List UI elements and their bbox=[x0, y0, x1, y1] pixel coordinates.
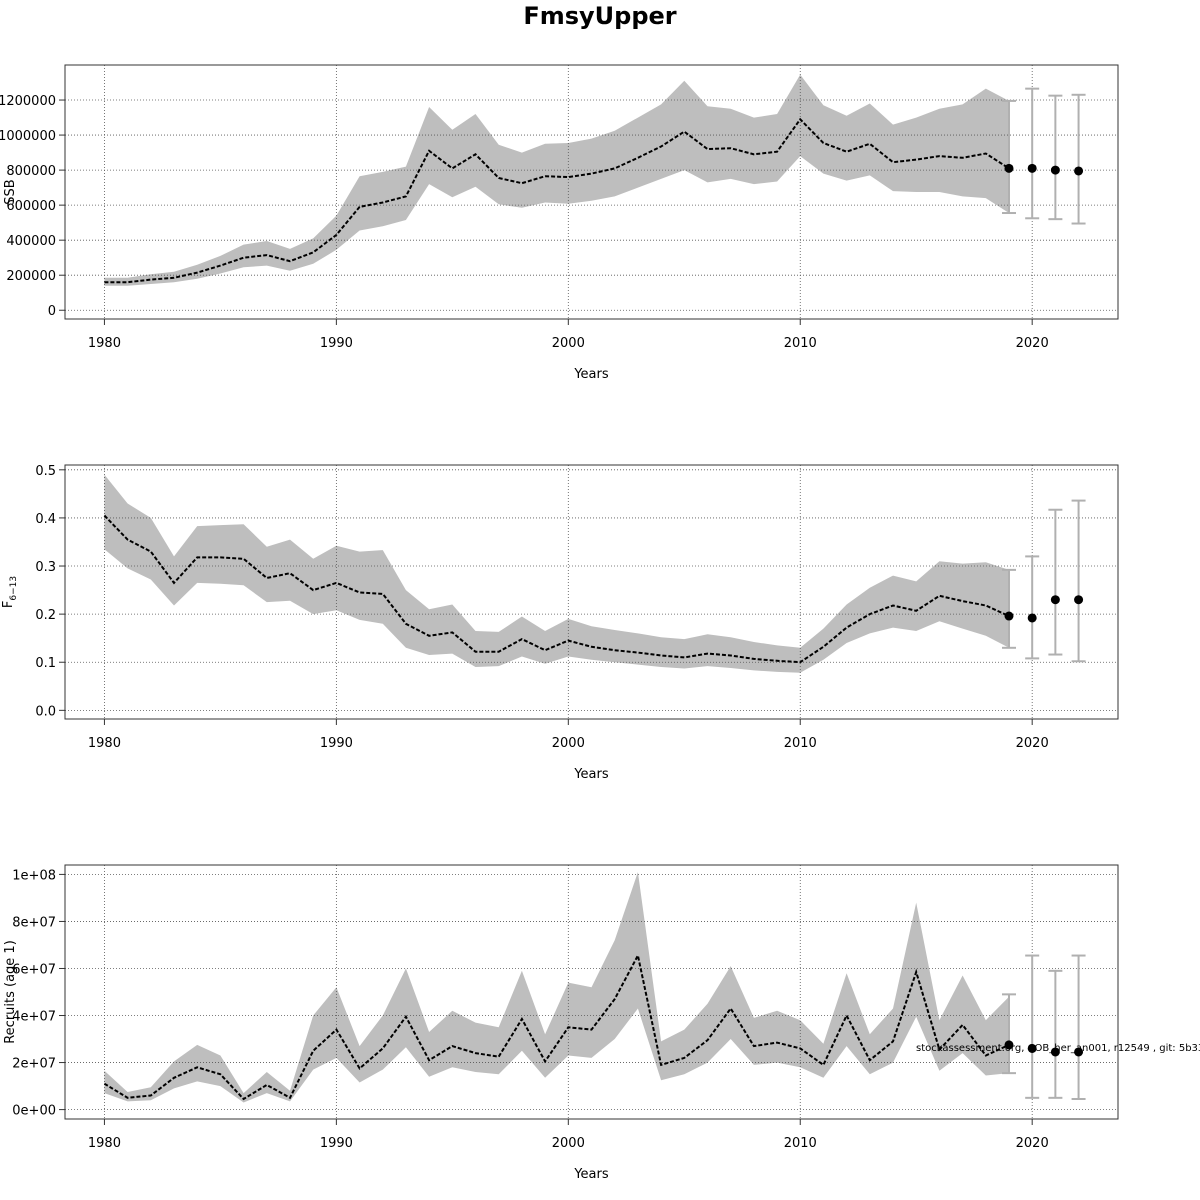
forecast-point bbox=[1004, 1040, 1014, 1050]
x-tick-label: 2020 bbox=[1016, 336, 1049, 351]
ssb-panel: 1980 1990 2000 2010 2020 0 200000 400000 600000 8… bbox=[0, 64, 1119, 382]
x-axis-label: Years bbox=[573, 767, 609, 782]
forecast-point bbox=[1004, 163, 1014, 173]
forecast-point bbox=[1074, 1047, 1084, 1057]
y-tick-label: 0.3 bbox=[35, 560, 56, 575]
y-axis-label: Recruits (age 1) bbox=[3, 940, 18, 1044]
forecast-point bbox=[1027, 613, 1037, 623]
y-axis-label: SSB bbox=[3, 179, 18, 204]
y-tick-label: 6e+07 bbox=[12, 962, 56, 977]
x-tick-label: 2000 bbox=[552, 736, 585, 751]
y-tick-label: 0.0 bbox=[35, 704, 56, 719]
y-tick-label: 0 bbox=[48, 304, 56, 319]
y-tick-label: 2e+07 bbox=[12, 1057, 56, 1072]
forecast-point bbox=[1027, 1043, 1037, 1053]
x-tick-label: 2010 bbox=[784, 1136, 817, 1151]
y-tick-label: 4e+07 bbox=[12, 1010, 56, 1025]
forecast-point bbox=[1050, 595, 1060, 605]
y-tick-label: 0.1 bbox=[35, 656, 56, 671]
x-tick-label: 1980 bbox=[88, 736, 121, 751]
y-axis-label-subscript: 6−13 bbox=[9, 576, 19, 601]
x-tick-label: 1990 bbox=[320, 336, 353, 351]
fishing-mortality-panel: 1980 1990 2000 2010 2020 0.0 0.1 0.2 0.3 0.4 0.5 Ye… bbox=[1, 464, 1119, 782]
x-tick-label: 2020 bbox=[1016, 1136, 1049, 1151]
y-tick-label: 600000 bbox=[6, 199, 56, 214]
x-axis-label: Years bbox=[573, 1167, 609, 1182]
forecast-point bbox=[1004, 611, 1014, 621]
x-tick-label: 2010 bbox=[784, 736, 817, 751]
y-tick-label: 0.5 bbox=[35, 464, 56, 479]
x-axis-label: Years bbox=[573, 367, 609, 382]
forecast-point bbox=[1074, 595, 1084, 605]
y-tick-label: 400000 bbox=[6, 234, 56, 249]
x-tick-label: 1980 bbox=[88, 336, 121, 351]
forecast-point bbox=[1050, 1047, 1060, 1057]
y-tick-label: 0.2 bbox=[35, 608, 56, 623]
confidence-band bbox=[104, 74, 1009, 286]
x-tick-label: 2000 bbox=[552, 336, 585, 351]
y-tick-label: 0.4 bbox=[35, 512, 56, 527]
plot-frame bbox=[64, 64, 1119, 320]
y-tick-label: 1200000 bbox=[0, 94, 56, 109]
y-tick-label: 8e+07 bbox=[12, 915, 56, 930]
y-tick-label: 0e+00 bbox=[12, 1104, 56, 1119]
estimate-line bbox=[103, 952, 1010, 1101]
footnote-text: stockassessment.org, COB_her_an001, r125… bbox=[916, 1043, 1200, 1054]
y-tick-label: 1e+08 bbox=[12, 868, 56, 883]
plot-frame bbox=[64, 464, 1119, 720]
x-tick-label: 2000 bbox=[552, 1136, 585, 1151]
forecast-point bbox=[1027, 163, 1037, 173]
figure-title: FmsyUpper bbox=[523, 2, 676, 30]
estimate-line bbox=[103, 514, 1010, 664]
x-tick-label: 2020 bbox=[1016, 736, 1049, 751]
plot-frame bbox=[64, 864, 1119, 1120]
recruits-panel: 1980 1990 2000 2010 2020 0e+00 2e+07 4e+07 6e+07… bbox=[3, 864, 1200, 1182]
forecast-point bbox=[1050, 165, 1060, 175]
y-tick-label: 1000000 bbox=[0, 129, 56, 144]
x-tick-label: 1990 bbox=[320, 1136, 353, 1151]
x-tick-label: 1980 bbox=[88, 1136, 121, 1151]
y-tick-label: 200000 bbox=[6, 269, 56, 284]
x-tick-label: 2010 bbox=[784, 336, 817, 351]
forecast-point bbox=[1074, 166, 1084, 176]
x-tick-label: 1990 bbox=[320, 736, 353, 751]
y-tick-label: 800000 bbox=[6, 164, 56, 179]
